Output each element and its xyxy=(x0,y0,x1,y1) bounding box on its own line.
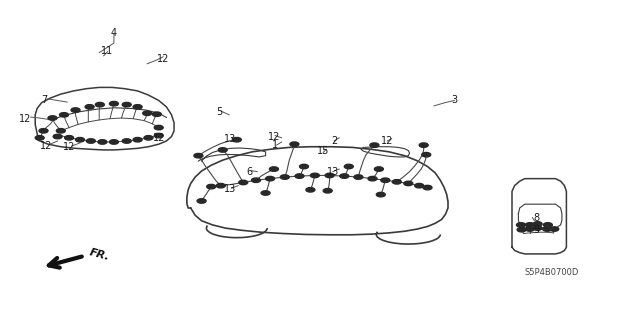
Circle shape xyxy=(218,148,227,152)
Circle shape xyxy=(133,137,142,142)
Text: 3: 3 xyxy=(451,94,458,105)
Text: 7: 7 xyxy=(42,95,48,106)
Circle shape xyxy=(423,185,432,190)
Circle shape xyxy=(344,164,353,169)
Text: 6: 6 xyxy=(246,167,253,177)
Circle shape xyxy=(35,136,44,140)
Circle shape xyxy=(56,129,65,133)
Text: 13: 13 xyxy=(224,134,237,144)
Circle shape xyxy=(122,139,131,143)
Circle shape xyxy=(550,227,559,231)
Circle shape xyxy=(95,102,104,107)
Text: S5P4B0700D: S5P4B0700D xyxy=(525,268,579,277)
Circle shape xyxy=(392,180,401,184)
Circle shape xyxy=(252,178,260,182)
Circle shape xyxy=(39,129,48,133)
Circle shape xyxy=(216,183,225,188)
Circle shape xyxy=(280,175,289,179)
Circle shape xyxy=(543,223,552,227)
Text: 12: 12 xyxy=(381,136,394,146)
Circle shape xyxy=(376,192,385,197)
Circle shape xyxy=(323,189,332,193)
Circle shape xyxy=(525,227,534,231)
Text: 12: 12 xyxy=(152,133,165,143)
Circle shape xyxy=(65,136,74,140)
Text: 11: 11 xyxy=(101,46,114,56)
Circle shape xyxy=(53,134,62,139)
Circle shape xyxy=(98,140,107,144)
Circle shape xyxy=(543,227,552,231)
Text: 5: 5 xyxy=(216,107,222,117)
Circle shape xyxy=(85,105,94,109)
Text: 8: 8 xyxy=(533,212,540,223)
Circle shape xyxy=(422,152,431,157)
Circle shape xyxy=(109,140,118,144)
Circle shape xyxy=(143,111,152,115)
Text: 1: 1 xyxy=(272,140,278,150)
Circle shape xyxy=(517,227,526,232)
Text: 12: 12 xyxy=(19,114,32,124)
Circle shape xyxy=(76,137,84,142)
Circle shape xyxy=(310,173,319,178)
Circle shape xyxy=(533,226,542,230)
Circle shape xyxy=(133,105,142,109)
Circle shape xyxy=(109,101,118,106)
Text: 12: 12 xyxy=(40,141,52,151)
Circle shape xyxy=(86,139,95,143)
Text: 12: 12 xyxy=(268,131,280,142)
Circle shape xyxy=(239,180,248,185)
Circle shape xyxy=(261,191,270,195)
Circle shape xyxy=(71,108,80,112)
Circle shape xyxy=(525,223,534,227)
Circle shape xyxy=(340,174,349,178)
Circle shape xyxy=(381,178,390,182)
Text: FR.: FR. xyxy=(88,248,111,263)
Circle shape xyxy=(415,183,424,188)
Text: 12: 12 xyxy=(157,54,170,64)
Circle shape xyxy=(290,142,299,146)
Circle shape xyxy=(368,176,377,181)
Circle shape xyxy=(154,133,163,138)
Circle shape xyxy=(207,184,216,189)
Circle shape xyxy=(295,174,304,178)
Circle shape xyxy=(194,153,203,158)
Text: 13: 13 xyxy=(326,167,339,177)
Text: 12: 12 xyxy=(63,142,76,152)
Text: 9: 9 xyxy=(533,225,540,235)
Circle shape xyxy=(300,164,308,169)
Circle shape xyxy=(48,116,57,120)
Text: 2: 2 xyxy=(331,136,337,146)
Text: 15: 15 xyxy=(317,145,330,156)
Circle shape xyxy=(516,223,525,227)
Circle shape xyxy=(370,143,379,147)
Circle shape xyxy=(232,137,241,142)
Circle shape xyxy=(60,113,68,117)
Circle shape xyxy=(404,181,413,186)
Circle shape xyxy=(266,176,275,181)
Circle shape xyxy=(152,112,161,116)
Circle shape xyxy=(197,199,206,203)
Circle shape xyxy=(419,143,428,147)
Circle shape xyxy=(374,167,383,171)
Circle shape xyxy=(533,222,542,226)
Circle shape xyxy=(306,188,315,192)
Circle shape xyxy=(154,125,163,130)
Circle shape xyxy=(144,136,153,140)
Circle shape xyxy=(354,175,363,179)
Circle shape xyxy=(122,102,131,107)
Circle shape xyxy=(325,173,334,178)
Text: 13: 13 xyxy=(224,184,237,194)
Circle shape xyxy=(269,167,278,171)
Text: 4: 4 xyxy=(111,28,117,39)
